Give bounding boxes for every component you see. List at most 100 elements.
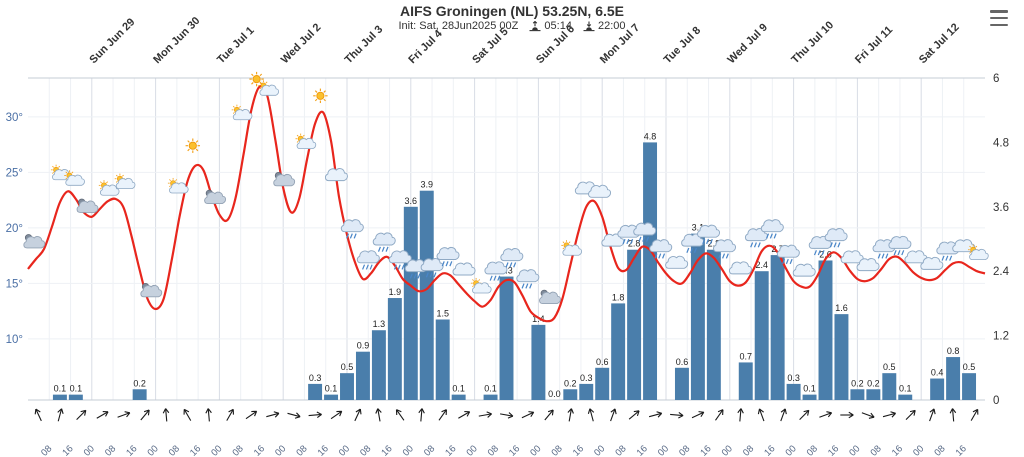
sunrise-group: 05:14 (529, 20, 572, 32)
precip-bar-label: 0.1 (452, 384, 465, 394)
precip-bar[interactable] (946, 357, 961, 400)
precip-bar[interactable] (371, 330, 386, 400)
precip-bar[interactable] (403, 206, 418, 400)
time-tick-label: 16 (188, 443, 203, 457)
precip-bar[interactable] (690, 233, 705, 400)
weather-icon-rain (516, 269, 540, 289)
time-tick-label: 16 (124, 443, 139, 457)
weather-icon-rain (436, 246, 460, 267)
wind-arrow (162, 408, 170, 422)
precip-bar[interactable] (930, 378, 945, 400)
wind-arrow (266, 411, 280, 418)
temp-axis-label: 15° (6, 278, 23, 290)
precip-bar-label: 0.1 (70, 384, 83, 394)
precip-bar[interactable] (962, 373, 977, 400)
precip-bar[interactable] (595, 367, 610, 400)
weather-icon-cloud (792, 263, 816, 277)
precip-bar[interactable] (387, 298, 402, 400)
precip-bar-label: 0.1 (484, 384, 497, 394)
precip-bar[interactable] (786, 383, 801, 400)
wind-arrow (737, 408, 744, 422)
precip-bar[interactable] (754, 271, 769, 400)
weather-icon-cloud (856, 258, 880, 272)
time-tick-label: 00 (656, 443, 671, 457)
time-tick-label: 16 (826, 443, 841, 457)
precip-bar[interactable] (132, 389, 147, 400)
precip-bar[interactable] (674, 367, 689, 400)
wind-arrow (544, 409, 554, 421)
time-tick-label: 08 (422, 443, 437, 457)
init-label: Init: Sat, 28Jun2025 00Z (398, 20, 519, 33)
weather-icon-rain (776, 244, 800, 265)
precip-bar[interactable] (483, 394, 498, 400)
precip-bar[interactable] (850, 389, 865, 400)
temp-axis-label: 10° (6, 334, 23, 346)
weather-icon-sun (313, 88, 328, 104)
precip-bar[interactable] (419, 190, 434, 400)
wind-arrow (330, 410, 343, 420)
precip-bar-label: 3.6 (405, 196, 418, 206)
weather-icon-rain (388, 250, 412, 270)
precip-bar[interactable] (898, 394, 913, 400)
precip-bar[interactable] (738, 362, 753, 400)
precip-bar[interactable] (52, 394, 67, 400)
precip-bar[interactable] (531, 324, 546, 400)
precip-bar-label: 0.5 (883, 362, 896, 372)
hamburger-menu-icon[interactable] (990, 8, 1008, 28)
precip-bar[interactable] (355, 351, 370, 400)
precip-bar-label: 0.1 (54, 384, 67, 394)
precip-bar[interactable] (611, 303, 626, 400)
weather-icon-mooncloud (76, 198, 99, 213)
precip-bar[interactable] (802, 394, 817, 400)
weather-icon-partsun (295, 133, 317, 150)
precip-bar[interactable] (451, 394, 466, 400)
precip-bar[interactable] (579, 383, 594, 400)
precip-bar[interactable] (834, 314, 849, 400)
precip-bar[interactable] (882, 373, 897, 400)
precip-bar-label: 0.7 (739, 351, 752, 361)
precip-bar-label: 1.6 (835, 303, 848, 313)
sunset-time: 22:00 (598, 20, 626, 33)
weather-icon-partsun (231, 104, 253, 121)
time-tick-label: 08 (103, 443, 118, 457)
weather-icon-rain (356, 250, 380, 270)
precip-bar[interactable] (643, 142, 658, 400)
weather-icon-partsun (167, 177, 189, 194)
precip-bar-label: 0.5 (341, 362, 354, 372)
time-tick-label: 16 (571, 443, 586, 457)
precip-bar[interactable] (706, 249, 721, 400)
wind-arrow (840, 411, 854, 419)
wind-arrow (76, 409, 87, 420)
precip-bar-label: 0.3 (787, 373, 800, 383)
precip-bar[interactable] (563, 389, 578, 400)
precip-bar[interactable] (308, 383, 323, 400)
precip-bar[interactable] (435, 319, 450, 401)
wind-arrow (96, 411, 109, 419)
temp-axis-label: 20° (6, 223, 23, 235)
weather-icon-rain (633, 222, 657, 242)
wind-arrow (117, 411, 131, 418)
precip-bar[interactable] (866, 389, 881, 400)
precip-bar-label: 2.8 (628, 239, 641, 249)
temperature-line[interactable] (27, 84, 986, 323)
precip-bar[interactable] (770, 255, 785, 400)
precip-bar-label: 0.5 (963, 362, 976, 372)
weather-icon-sun (185, 138, 201, 153)
precip-bar-label: 4.8 (644, 131, 657, 141)
precip-bar[interactable] (818, 260, 833, 400)
time-tick-label: 00 (464, 443, 479, 457)
time-tick-label: 00 (337, 443, 352, 457)
precip-bar[interactable] (627, 249, 642, 400)
precip-bar-label: 0.1 (803, 384, 816, 394)
precip-bar[interactable] (68, 394, 83, 400)
wind-arrow (418, 408, 425, 422)
time-tick-label: 08 (677, 443, 692, 457)
precip-bar[interactable] (499, 276, 514, 400)
precip-bar[interactable] (340, 373, 354, 400)
time-tick-label: 16 (635, 443, 650, 457)
weather-icon-rain (649, 239, 673, 259)
wind-arrow (905, 409, 916, 420)
precip-bar-label: 0.1 (325, 384, 338, 394)
precip-bar[interactable] (324, 394, 339, 400)
